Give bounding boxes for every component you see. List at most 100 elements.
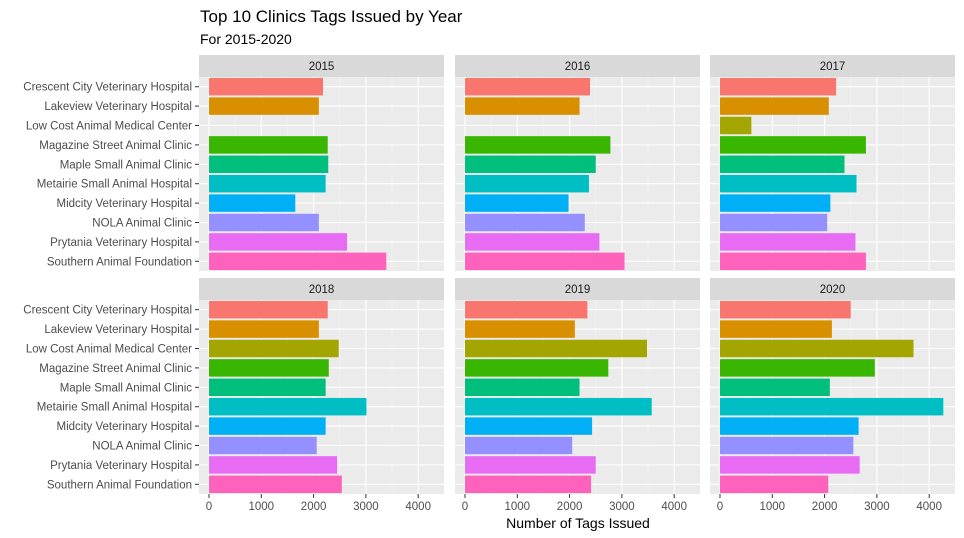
y-tick-label: Magazine Street Animal Clinic <box>39 140 192 152</box>
bar-2018-2 <box>209 320 319 338</box>
x-tick-label: 2000 <box>301 501 327 513</box>
y-tick-label: NOLA Animal Clinic <box>92 218 192 230</box>
bar-2019-9 <box>465 456 596 474</box>
y-axes: Crescent City Veterinary Hospital Lakevie… <box>23 82 199 491</box>
y-tick-label: Low Cost Animal Medical Center <box>26 344 192 356</box>
facet-panel-2018: 2018 <box>199 278 444 494</box>
bar-2020-10 <box>720 475 829 494</box>
bar-2015-9 <box>209 233 348 251</box>
bar-2019-2 <box>465 320 575 338</box>
bar-2016-7 <box>465 194 569 212</box>
bar-2020-1 <box>720 300 851 319</box>
x-tick-label: 2000 <box>812 501 838 513</box>
facet-strip-label: 2016 <box>565 61 591 73</box>
facet-panels: 2015 2016 2017 2018 2019 2020 <box>199 55 955 494</box>
x-tick-label: 0 <box>717 501 723 513</box>
y-tick-label: Midcity Veterinary Hospital <box>57 421 193 433</box>
bar-2016-10 <box>465 252 625 271</box>
x-tick-label: 1000 <box>249 501 275 513</box>
x-axis-label: Number of Tags Issued <box>506 515 650 531</box>
facet-strip <box>455 55 700 77</box>
facet-panel-2015: 2015 <box>199 55 444 271</box>
facet-strip-label: 2017 <box>820 61 846 73</box>
x-tick-label: 4000 <box>661 501 687 513</box>
facet-strip <box>710 278 955 300</box>
facet-strip <box>710 55 955 77</box>
bar-2015-8 <box>209 213 319 232</box>
bar-2020-9 <box>720 456 860 474</box>
bar-2018-10 <box>209 475 342 494</box>
y-tick-label: NOLA Animal Clinic <box>92 441 192 453</box>
bar-2018-5 <box>209 378 326 397</box>
facet-panel-2016: 2016 <box>455 55 700 271</box>
y-tick-label: Low Cost Animal Medical Center <box>26 121 192 133</box>
bar-2020-5 <box>720 378 830 397</box>
y-tick-label: Prytania Veterinary Hospital <box>50 237 192 249</box>
bar-2017-5 <box>720 155 845 174</box>
bar-2019-3 <box>465 339 648 358</box>
y-tick-label: Southern Animal Foundation <box>47 256 192 268</box>
y-tick-label: Metairie Small Animal Hospital <box>37 402 192 414</box>
bar-2015-2 <box>209 97 319 115</box>
bar-2015-7 <box>209 194 296 212</box>
bar-2017-6 <box>720 174 857 193</box>
bar-2019-10 <box>465 475 592 494</box>
y-tick-label: Crescent City Veterinary Hospital <box>23 305 192 317</box>
bar-2020-6 <box>720 397 944 416</box>
bar-2019-8 <box>465 436 573 455</box>
facet-strip-label: 2020 <box>820 284 846 296</box>
bar-2018-6 <box>209 397 367 416</box>
x-tick-label: 3000 <box>609 501 635 513</box>
bar-2020-2 <box>720 320 832 338</box>
facet-strip-label: 2019 <box>565 284 591 296</box>
chart-subtitle: For 2015-2020 <box>200 31 292 47</box>
facet-strip-label: 2015 <box>309 61 335 73</box>
bar-2016-6 <box>465 174 589 193</box>
facet-strip <box>199 278 444 300</box>
bar-2017-4 <box>720 136 866 154</box>
bar-2016-1 <box>465 77 590 96</box>
bar-2015-6 <box>209 174 326 193</box>
y-tick-label: Southern Animal Foundation <box>47 479 192 491</box>
x-tick-label: 1000 <box>505 501 531 513</box>
x-tick-label: 4000 <box>916 501 942 513</box>
bar-2016-4 <box>465 136 611 154</box>
bar-2017-9 <box>720 233 856 251</box>
bar-2017-3 <box>720 116 752 135</box>
facet-panel-2019: 2019 <box>455 278 700 494</box>
facet-panel-2020: 2020 <box>710 278 955 494</box>
bar-2019-7 <box>465 417 593 435</box>
facet-strip-label: 2018 <box>309 284 335 296</box>
bar-2017-1 <box>720 77 837 96</box>
y-tick-label: Metairie Small Animal Hospital <box>37 179 192 191</box>
facet-strip <box>455 278 700 300</box>
y-tick-label: Lakeview Veterinary Hospital <box>44 101 192 113</box>
facet-strip <box>199 55 444 77</box>
y-tick-label: Crescent City Veterinary Hospital <box>23 82 192 94</box>
bar-2016-9 <box>465 233 600 251</box>
x-axes: 0 1000 2000 3000 4000 0 1000 2000 3000 4000 0 1000 2… <box>206 494 942 513</box>
x-tick-label: 4000 <box>405 501 431 513</box>
y-tick-label: Maple Small Animal Clinic <box>60 159 193 171</box>
x-tick-label: 3000 <box>864 501 890 513</box>
bar-2017-10 <box>720 252 866 271</box>
bar-2016-2 <box>465 97 580 115</box>
y-tick-label: Lakeview Veterinary Hospital <box>44 324 192 336</box>
bar-2018-9 <box>209 456 338 474</box>
bar-2018-8 <box>209 436 317 455</box>
x-tick-label: 0 <box>206 501 212 513</box>
bar-2017-2 <box>720 97 829 115</box>
bar-2018-4 <box>209 359 329 377</box>
bar-2020-7 <box>720 417 859 435</box>
bar-2018-3 <box>209 339 339 358</box>
bar-2018-7 <box>209 417 326 435</box>
bar-2015-1 <box>209 77 324 96</box>
y-tick-label: Prytania Veterinary Hospital <box>50 460 192 472</box>
x-tick-label: 3000 <box>353 501 379 513</box>
bar-2020-4 <box>720 359 875 377</box>
bar-2020-3 <box>720 339 914 358</box>
bar-2015-5 <box>209 155 329 174</box>
bar-2020-8 <box>720 436 854 455</box>
bar-2019-1 <box>465 300 588 319</box>
